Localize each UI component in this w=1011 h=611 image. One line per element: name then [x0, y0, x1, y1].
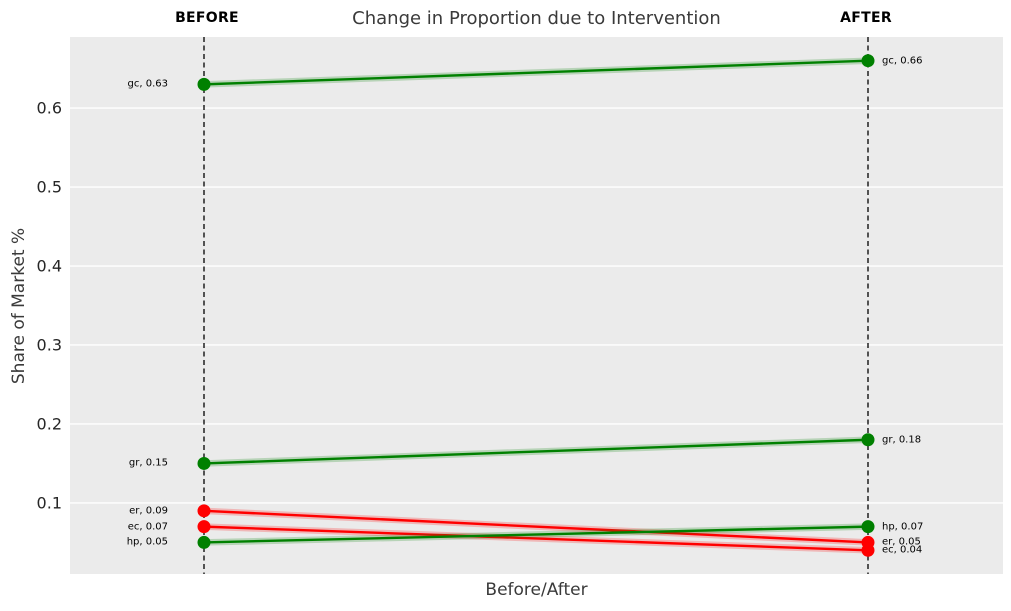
data-label-before-hp: hp, 0.05: [126, 536, 168, 548]
plot-area: [70, 37, 1003, 574]
point-after-hp: [861, 520, 875, 534]
y-tick-label-0.2: 0.2: [36, 414, 62, 434]
data-label-before-gr: gr, 0.15: [128, 457, 168, 469]
y-tick-label-0.4: 0.4: [36, 256, 62, 276]
point-before-hp: [197, 535, 211, 549]
data-label-before-ec: ec, 0.07: [127, 521, 168, 533]
point-before-gc: [197, 77, 211, 91]
slope-line-gr: [203, 438, 869, 465]
x-axis-label: Before/After: [485, 580, 588, 600]
point-after-gc: [861, 54, 875, 68]
data-label-after-gc: gc, 0.66: [882, 55, 923, 67]
point-before-ec: [197, 520, 211, 534]
data-label-after-ec: ec, 0.04: [882, 544, 923, 556]
data-label-after-er: er, 0.05: [882, 536, 921, 548]
point-after-gr: [861, 433, 875, 447]
before-column-header: BEFORE: [175, 10, 239, 26]
slope-line-er: [203, 509, 869, 544]
y-tick-label-0.3: 0.3: [36, 335, 62, 355]
chart-canvas: [70, 37, 1003, 574]
y-tick-label-0.1: 0.1: [36, 493, 62, 513]
chart-title: Change in Proportion due to Intervention: [352, 8, 721, 29]
data-label-before-er: er, 0.09: [129, 505, 168, 517]
point-after-ec: [861, 543, 875, 557]
y-tick-label-0.6: 0.6: [36, 98, 62, 118]
data-label-before-gc: gc, 0.63: [127, 78, 168, 90]
point-before-er: [197, 504, 211, 518]
data-label-after-hp: hp, 0.07: [882, 521, 924, 533]
y-tick-label-0.5: 0.5: [36, 177, 62, 197]
y-axis-label: Share of Market %: [9, 227, 29, 385]
point-before-gr: [197, 456, 211, 470]
plot-background: [70, 37, 1003, 574]
slope-line-hp: [203, 525, 869, 544]
after-column-header: AFTER: [840, 10, 892, 26]
data-label-after-gr: gr, 0.18: [882, 434, 922, 446]
slope-line-gc: [203, 59, 869, 86]
slope-line-ec: [203, 525, 869, 552]
